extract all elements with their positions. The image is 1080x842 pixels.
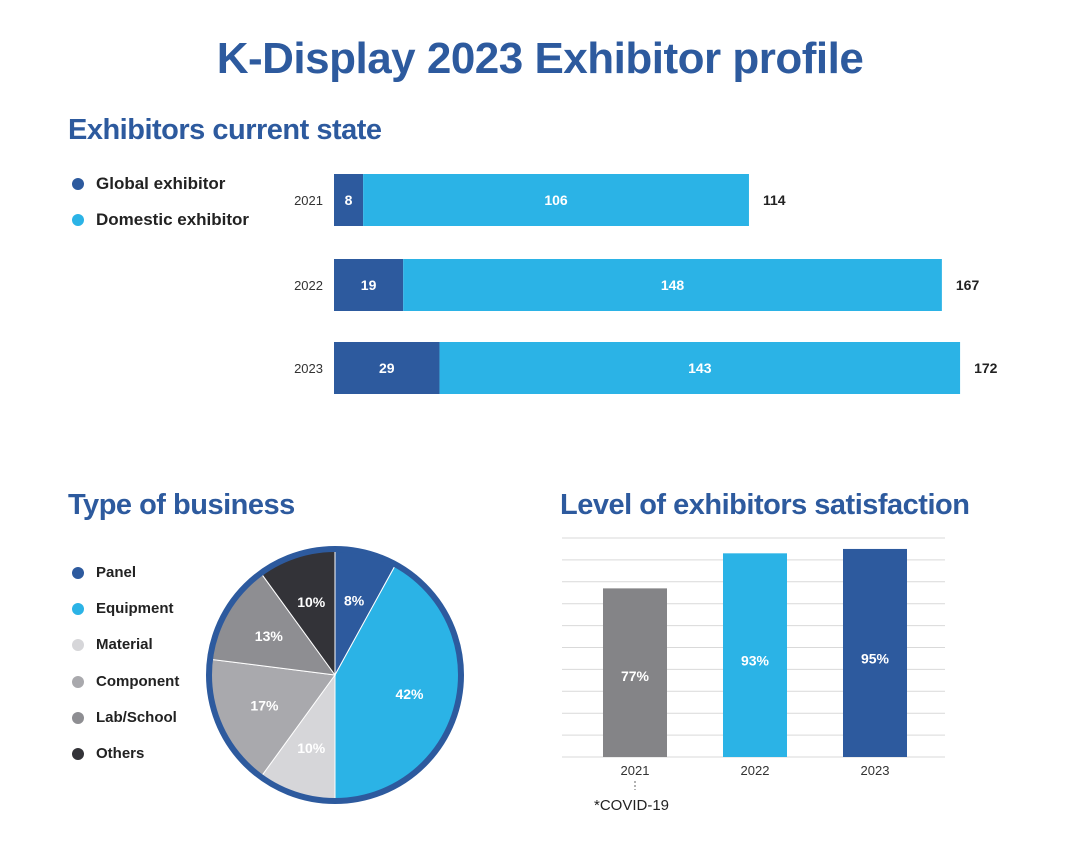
legend-item-others: Others [72,745,144,762]
exhibitors-bar-chart: 2021 8 106 114 2022 19 148 167 2023 29 143 172 [294,174,998,394]
legend-item-material: Material [72,636,153,653]
pie-label-component: 17% [250,698,279,714]
legend-item-global: Global exhibitor [72,174,225,194]
legend-dot-global [72,178,84,190]
satisfaction-value-2023: 95% [861,650,890,666]
satisfaction-bar-2023 [843,548,907,757]
bar-global-2022 [334,259,404,311]
bar-value-global-2022: 19 [361,277,377,293]
year-label-2023: 2023 [294,361,323,376]
bar-value-global-2023: 29 [379,360,395,376]
business-pie-chart: 8% 42% 10% 17% 13% 10% [206,546,464,804]
bar-value-domestic-2021: 106 [544,192,568,208]
pie-label-panel: 8% [344,593,365,609]
legend-label-equipment: Equipment [96,600,174,617]
legend-label-global: Global exhibitor [96,174,226,193]
legend-dot-panel [72,566,84,579]
legend-dot-material [72,638,84,651]
bar-value-global-2021: 8 [345,192,353,208]
bar-value-domestic-2022: 148 [661,277,685,293]
legend-label-domestic: Domestic exhibitor [96,210,250,229]
legend-label-lab-school: Lab/School [96,709,177,726]
year-label-2022: 2022 [294,278,323,293]
legend-item-panel: Panel [72,564,136,581]
satisfaction-value-2022: 93% [741,652,770,668]
bar-domestic-2021 [363,174,749,226]
bar-total-2021: 114 [763,192,786,208]
satisfaction-bar-chart: 77% 2021 93% 2022 95% 2023 [562,537,945,790]
section-title-business: Type of business [68,489,295,521]
pie-border [206,546,464,804]
bar-total-2023: 172 [974,360,998,376]
pie-label-lab-school: 13% [255,628,284,644]
section-title-satisfaction: Level of exhibitors satisfaction [560,489,970,521]
bar-domestic-2023 [439,342,961,394]
legend-dot-lab-school [72,711,84,724]
satisfaction-bar-2021 [603,588,667,757]
legend-label-others: Others [96,745,145,762]
page-title: K-Display 2023 Exhibitor profile [216,34,864,83]
bar-value-domestic-2023: 143 [688,360,712,376]
legend-label-component: Component [96,673,180,690]
covid-note: *COVID-19 [594,797,670,814]
pie-label-others: 10% [297,594,326,610]
pie-label-material: 10% [297,740,326,756]
legend-dot-domestic [72,214,84,226]
legend-item-lab-school: Lab/School [72,709,177,726]
bar-domestic-2022 [403,259,942,311]
legend-dot-others [72,747,84,760]
bar-global-2021 [334,174,364,226]
legend-dot-equipment [72,602,84,615]
satisfaction-bar-2022 [723,553,787,757]
bar-total-2022: 167 [956,277,980,293]
legend-label-material: Material [96,636,153,653]
pie-label-equipment: 42% [395,686,424,702]
year-label-2021: 2021 [294,193,323,208]
section-title-exhibitors: Exhibitors current state [68,114,382,146]
legend-item-component: Component [72,673,179,690]
bar-global-2023 [334,342,440,394]
satisfaction-year-2022: 2022 [741,763,770,778]
satisfaction-year-2023: 2023 [861,763,890,778]
legend-item-domestic: Domestic exhibitor [72,210,249,230]
legend-item-equipment: Equipment [72,600,174,617]
satisfaction-value-2021: 77% [621,668,650,684]
legend-dot-component [72,675,84,688]
satisfaction-year-2021: 2021 [621,763,650,778]
legend-label-panel: Panel [96,564,137,581]
